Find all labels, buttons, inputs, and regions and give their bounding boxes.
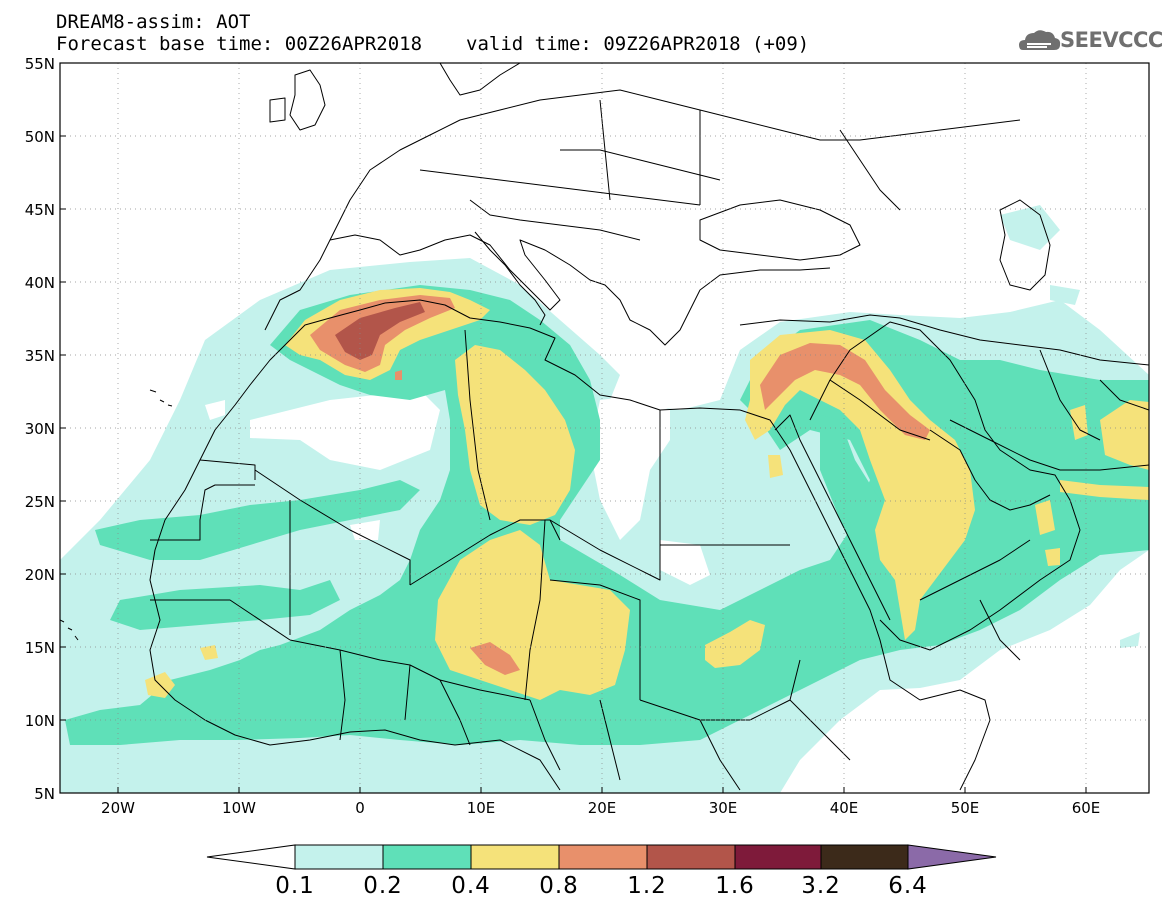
lon-label: 40E xyxy=(830,799,859,817)
latitude-labels: 55N 50N 45N 40N 35N 30N 25N 20N 15N 10N … xyxy=(25,55,55,803)
coastlines-and-borders xyxy=(60,63,1149,791)
aot-band-1.2-1.6 xyxy=(335,302,425,360)
lon-label: 0 xyxy=(355,799,365,817)
lat-label: 30N xyxy=(25,420,55,438)
lat-label: 20N xyxy=(25,566,55,584)
colorbar-label: 3.2 xyxy=(801,873,841,899)
lat-label: 45N xyxy=(25,201,55,219)
lat-label: 10N xyxy=(25,712,55,730)
lat-label: 55N xyxy=(25,55,55,73)
colorbar-labels: 0.1 0.2 0.4 0.8 1.2 1.6 3.2 6.4 xyxy=(275,873,928,899)
lat-label: 15N xyxy=(25,639,55,657)
colorbar-swatch xyxy=(294,844,384,870)
lon-label: 20E xyxy=(588,799,617,817)
longitude-labels: 20W 10W 0 10E 20E 30E 40E 50E 60E xyxy=(101,799,1100,817)
lon-label: 10E xyxy=(467,799,496,817)
aot-clear-areas xyxy=(205,390,710,585)
colorbar-swatch xyxy=(470,844,560,870)
axis-ticks xyxy=(60,62,1087,793)
colorbar-label: 1.2 xyxy=(627,873,667,899)
colorbar-swatch xyxy=(646,844,736,870)
colorbar-under-arrow xyxy=(206,844,296,870)
aot-field xyxy=(60,205,1149,793)
lat-label: 40N xyxy=(25,274,55,292)
graticule xyxy=(60,63,1149,793)
seevccc-logo: SEEVCCC xyxy=(1060,28,1163,52)
colorbar-label: 0.2 xyxy=(363,873,403,899)
lat-label: 50N xyxy=(25,128,55,146)
lon-label: 10W xyxy=(222,799,256,817)
cloud-icon xyxy=(1019,30,1061,50)
lon-label: 60E xyxy=(1072,799,1101,817)
lon-label: 30E xyxy=(709,799,738,817)
valid-time: valid time: 09Z26APR2018 (+09) xyxy=(466,33,810,55)
forecast-time-line: Forecast base time: 00Z26APR2018 valid ti… xyxy=(56,34,809,54)
colorbar xyxy=(206,844,997,870)
map-title: DREAM8-assim: AOT xyxy=(56,11,251,33)
colorbar-swatch xyxy=(734,844,822,870)
colorbar-label: 1.6 xyxy=(715,873,755,899)
lat-label: 5N xyxy=(34,785,55,803)
colorbar-label: 0.1 xyxy=(275,873,315,899)
colorbar-swatch xyxy=(382,844,472,870)
base-time: Forecast base time: 00Z26APR2018 xyxy=(56,33,423,55)
colorbar-label: 0.8 xyxy=(539,873,579,899)
colorbar-label: 0.4 xyxy=(451,873,491,899)
colorbar-swatch xyxy=(558,844,648,870)
lon-label: 20W xyxy=(101,799,135,817)
colorbar-over-arrow xyxy=(907,844,997,870)
colorbar-label: 6.4 xyxy=(888,873,928,899)
colorbar-swatch xyxy=(820,844,909,870)
lat-label: 25N xyxy=(25,493,55,511)
lat-label: 35N xyxy=(25,347,55,365)
lon-label: 50E xyxy=(951,799,980,817)
